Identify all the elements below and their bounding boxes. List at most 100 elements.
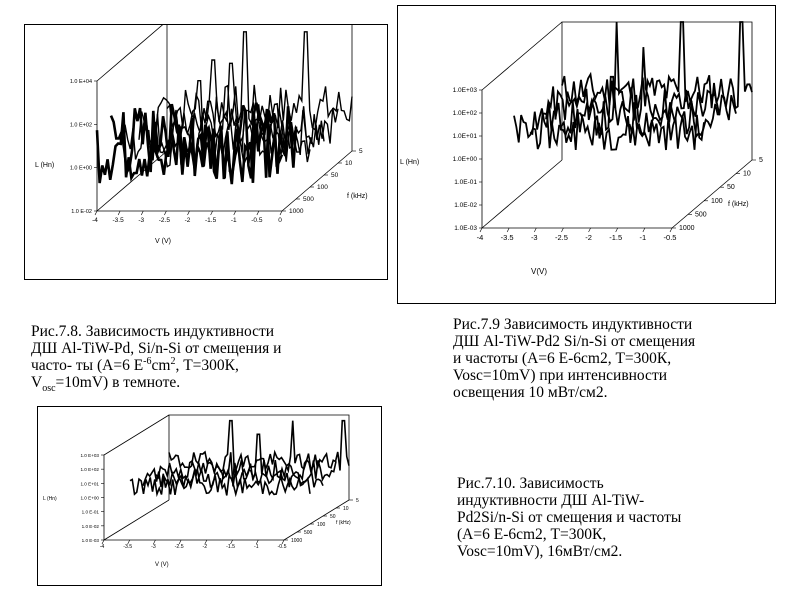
y-tick-label: 1.0 E+00 (70, 166, 92, 172)
caption-line: (А=6 Е-6cm2, Т=300К, (457, 526, 607, 543)
x-tick (94, 210, 98, 216)
x-tick (281, 539, 285, 545)
z-axis-line (671, 159, 753, 229)
x-tick-label: -1.5 (226, 544, 235, 550)
z-axis-line (281, 150, 353, 212)
y-tick-label: 1.0 E-02 (71, 209, 92, 215)
x-tick (479, 227, 483, 233)
y-tick-label: 1.0E+01 (453, 133, 478, 140)
z-axis-label: f (kHz) (728, 201, 749, 208)
x-tick (117, 210, 121, 216)
x-tick-label: -2.5 (175, 544, 184, 550)
floor-edge (481, 159, 563, 229)
z-tick-label: 10 (743, 171, 751, 178)
y-tick-label: 1.0E+00 (453, 156, 478, 163)
x-tick-label: -0.5 (251, 217, 263, 224)
caption-superscript: -6 (143, 355, 152, 367)
x-tick-label: -1 (640, 233, 647, 242)
series-line (545, 47, 737, 124)
figure-7-8-chart: L (Hn) V (V) f (kHz) 1.0 E-02 1.0 E+00 1.0… (35, 25, 368, 245)
figure-7-9-frame: L (Hn) V(V) f (kHz) 1.0E-03 1.0E-02 1.0E-0… (397, 5, 776, 304)
y-tick-label: 1.0E-01 (454, 179, 477, 186)
caption-text: cm (151, 357, 171, 374)
y-axis-label: L (Hn) (400, 159, 419, 166)
x-tick (669, 227, 673, 233)
y-axis-label: L (Hn) (35, 162, 54, 169)
caption-line: ДШ Al-TiW-Pd2 Si/n-Si от смещения (453, 333, 696, 350)
x-tick (642, 227, 646, 233)
x-tick-label: -1 (231, 217, 237, 224)
z-tick-label: 100 (317, 184, 328, 191)
x-tick (561, 227, 564, 233)
x-tick-label: -0.5 (278, 544, 287, 550)
y-tick-label: 1.0 E+02 (70, 122, 92, 128)
x-axis-label: V(V) (531, 267, 547, 276)
x-tick-label: -3.5 (501, 233, 514, 242)
x-tick (588, 227, 591, 233)
series-line (95, 110, 284, 185)
z-tick-label: 500 (695, 211, 707, 218)
floor-edge (96, 150, 168, 212)
caption-line: ДШ Al-TiW-Pd, Si/n-Si от смещения и (31, 340, 282, 357)
caption-line: часто- ты (А=6 Е-6cm2, Т=300К, (31, 355, 371, 374)
caption-subscript: osc (42, 383, 56, 395)
z-tick-label: 10 (343, 506, 349, 512)
y-tick-label: 1.0 E+01 (80, 481, 99, 486)
x-tick (256, 210, 260, 216)
y-tick-label: 1.0E+03 (453, 87, 478, 94)
z-tick-label: 100 (317, 522, 326, 528)
x-tick (178, 539, 182, 545)
x-tick-label: -4 (477, 233, 484, 242)
z-tick-label: 50 (331, 172, 339, 179)
floor-edge (103, 499, 170, 541)
x-tick (615, 227, 618, 233)
series-line (168, 419, 350, 475)
x-tick (230, 539, 233, 545)
z-tick-label: 5 (356, 498, 359, 504)
x-tick (279, 210, 283, 216)
x-tick-label: -2.5 (159, 217, 171, 224)
x-tick (101, 539, 105, 545)
z-tick-label: 5 (759, 157, 763, 164)
x-tick-label: -2 (585, 233, 592, 242)
caption-text: , Т=300К, (175, 357, 239, 374)
z-axis-label: f (kHz) (336, 520, 351, 526)
x-tick (233, 210, 237, 216)
back-wall (168, 414, 350, 500)
z-axis-label: f (kHz) (347, 193, 368, 200)
y-tick-label: 1.0 E+03 (80, 453, 99, 458)
caption-line: Рис.7.10. Зависимость (457, 475, 604, 492)
caption-line: освещения 10 мВт/см2. (453, 384, 608, 401)
x-axis-label: V (V) (155, 238, 171, 245)
z-tick-label: 1000 (289, 208, 304, 215)
x-tick-label: -3.5 (123, 544, 132, 550)
x-tick-label: -4 (100, 544, 105, 550)
x-tick (210, 210, 213, 216)
back-wall (166, 25, 353, 151)
figure-7-10-chart: L (Hn) V (V) f (kHz) 1.0 E-03 1.0 E-02 1.0… (43, 414, 359, 568)
caption-line: Vosc=10mV) при интенсивности (453, 367, 668, 384)
caption-superscript: 2 (170, 355, 176, 367)
x-tick-label: -2 (203, 544, 208, 550)
caption-text: часто- ты (А=6 Е (31, 357, 144, 374)
x-tick-label: -3 (138, 217, 144, 224)
z-tick-label: 500 (304, 530, 313, 536)
caption-text: =10mV) в темноте. (55, 374, 181, 391)
figure-7-8-frame: L (Hn) V (V) f (kHz) 1.0 E-02 1.0 E+00 1.0… (24, 24, 388, 280)
x-axis-label: V (V) (155, 562, 169, 568)
y-tick-label: 1.0 E-01 (82, 510, 100, 515)
x-tick (256, 539, 259, 545)
z-tick-label: 1000 (291, 538, 302, 544)
series-line (561, 21, 753, 110)
x-tick (140, 210, 144, 216)
z-tick-label: 1000 (679, 225, 695, 232)
x-tick-label: -0.5 (664, 233, 677, 242)
y-axis-label: L (Hn) (43, 496, 57, 502)
z-tick-label: 50 (330, 514, 336, 520)
caption-figure-7-10: Рис.7.10. Зависимость индуктивности ДШ A… (457, 475, 787, 560)
x-tick (153, 539, 156, 545)
y-tick-label: 1.0 E-02 (82, 524, 100, 529)
series-line (529, 75, 721, 139)
z-tick-label: 100 (711, 198, 723, 205)
x-tick (204, 539, 208, 545)
